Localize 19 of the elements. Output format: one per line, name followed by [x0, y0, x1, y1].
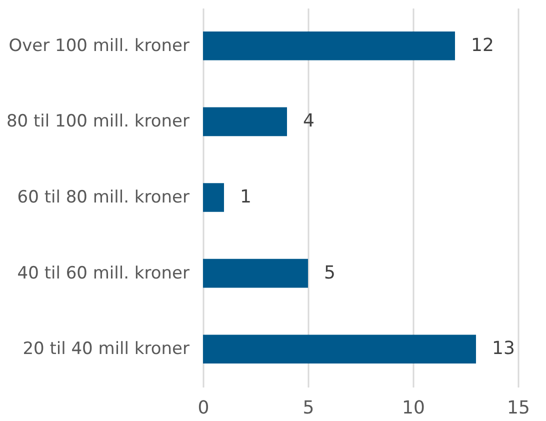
data-label: 1 [240, 186, 252, 208]
y-tick-label: Over 100 mill. kroner [8, 36, 190, 56]
bar [203, 183, 224, 212]
data-label: 13 [492, 338, 515, 360]
x-tick-label: 5 [302, 398, 314, 418]
y-tick-label: 60 til 80 mill. kroner [17, 188, 190, 208]
x-tick-label: 15 [507, 398, 530, 418]
data-label: 12 [471, 34, 494, 56]
bar [203, 107, 287, 136]
y-tick-label: 20 til 40 mill kroner [22, 339, 190, 360]
x-tick-label: 0 [198, 398, 210, 418]
bar [203, 32, 455, 60]
bar [203, 258, 308, 288]
bar [203, 334, 476, 364]
data-label: 4 [303, 110, 314, 132]
x-tick-label: 10 [402, 398, 425, 418]
data-label: 5 [324, 262, 336, 284]
y-tick-label: 40 til 60 mill. kroner [17, 263, 190, 284]
y-tick-label: 80 til 100 mill. kroner [6, 112, 190, 132]
